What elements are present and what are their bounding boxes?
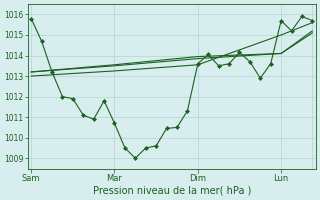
X-axis label: Pression niveau de la mer( hPa ): Pression niveau de la mer( hPa ) (92, 186, 251, 196)
